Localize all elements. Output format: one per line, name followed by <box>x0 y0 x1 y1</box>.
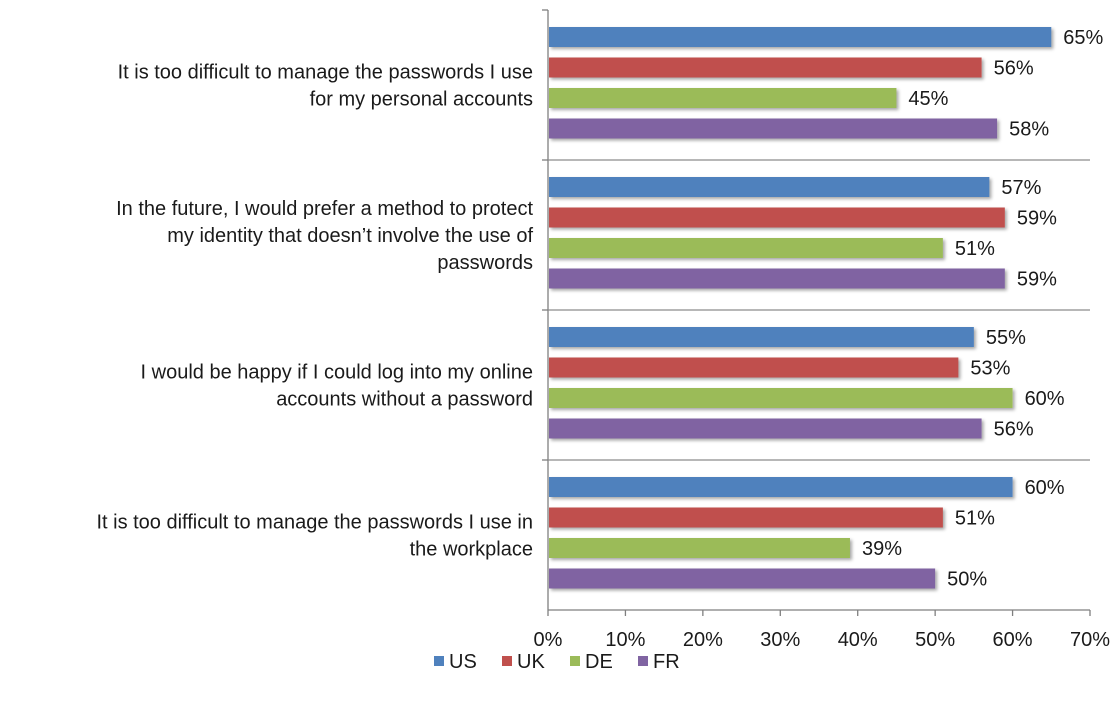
data-label: 59% <box>1017 208 1057 230</box>
data-label: 65% <box>1063 27 1103 49</box>
category-label: I would be happy if I could log into my … <box>141 362 533 411</box>
data-label: 60% <box>1025 477 1065 499</box>
data-label: 56% <box>994 419 1034 441</box>
x-tick-label: 60% <box>993 629 1033 651</box>
x-tick-label: 10% <box>605 629 645 651</box>
bar-uk <box>549 357 959 378</box>
bar-uk <box>549 207 1005 228</box>
bar-fr <box>549 118 998 139</box>
x-tick-label: 0% <box>534 629 563 651</box>
data-label: 58% <box>1009 119 1049 141</box>
x-tick-label: 20% <box>683 629 723 651</box>
category-label: In the future, I would prefer a method t… <box>116 198 533 274</box>
legend-item-uk: UK <box>502 651 545 673</box>
data-label: 56% <box>994 58 1034 80</box>
bar-fr <box>549 268 1005 289</box>
bars-layer <box>549 27 1052 589</box>
bar-uk <box>549 57 982 78</box>
legend-label: US <box>449 651 477 673</box>
category-label-line: my identity that doesn’t involve the use… <box>167 225 533 247</box>
legend-swatch <box>434 656 444 666</box>
x-tick-label: 70% <box>1070 629 1110 651</box>
bar-de <box>549 238 943 258</box>
data-label: 59% <box>1017 269 1057 291</box>
legend-label: DE <box>585 651 613 673</box>
data-label: 55% <box>986 327 1026 349</box>
legend-swatch <box>502 656 512 666</box>
category-label-line: In the future, I would prefer a method t… <box>116 198 533 220</box>
bar-de <box>549 388 1013 408</box>
bar-us <box>549 327 974 347</box>
bar-fr <box>549 568 936 589</box>
bar-uk <box>549 507 943 528</box>
legend-label: UK <box>517 651 545 673</box>
category-label-line: the workplace <box>410 539 533 561</box>
category-label-line: It is too difficult to manage the passwo… <box>118 62 533 84</box>
data-label: 51% <box>955 508 995 530</box>
category-label-line: accounts without a password <box>276 389 533 411</box>
data-label: 39% <box>862 538 902 560</box>
x-tick-label: 50% <box>915 629 955 651</box>
legend-item-us: US <box>434 651 477 673</box>
bar-de <box>549 88 897 108</box>
bar-us <box>549 27 1052 47</box>
axis-layer: 0% 10% 20% 30% 40% 50% 60% 70% <box>534 9 1110 651</box>
data-label: 51% <box>955 238 995 260</box>
legend-swatch <box>570 656 580 666</box>
category-label-line: I would be happy if I could log into my … <box>141 362 533 384</box>
data-label: 50% <box>947 569 987 591</box>
category-label-line: passwords <box>437 252 533 274</box>
legend-label: FR <box>653 651 680 673</box>
legend-item-fr: FR <box>638 651 680 673</box>
category-label: It is too difficult to manage the passwo… <box>96 512 533 561</box>
category-label: It is too difficult to manage the passwo… <box>118 62 533 111</box>
category-label-line: It is too difficult to manage the passwo… <box>96 512 533 534</box>
data-label: 45% <box>908 88 948 110</box>
x-tick-label: 30% <box>760 629 800 651</box>
legend-item-de: DE <box>570 651 613 673</box>
data-label: 57% <box>1001 177 1041 199</box>
legend: US UK DE FR <box>434 651 680 673</box>
labels-layer: It is too difficult to manage the passwo… <box>96 27 1103 591</box>
data-label: 53% <box>970 358 1010 380</box>
bar-de <box>549 538 850 558</box>
x-tick-label: 40% <box>838 629 878 651</box>
bar-fr <box>549 418 982 439</box>
bar-us <box>549 177 990 197</box>
bar-us <box>549 477 1013 497</box>
data-label: 60% <box>1025 388 1065 410</box>
category-label-line: for my personal accounts <box>310 89 533 111</box>
legend-swatch <box>638 656 648 666</box>
